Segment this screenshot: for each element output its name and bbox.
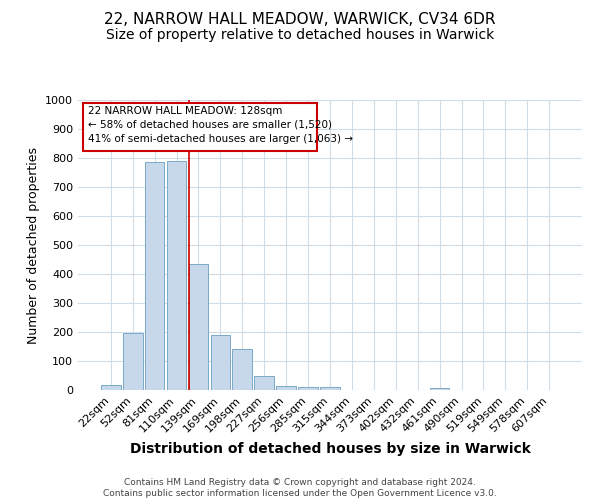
Bar <box>320 387 340 390</box>
Y-axis label: Number of detached properties: Number of detached properties <box>26 146 40 344</box>
Text: Contains HM Land Registry data © Crown copyright and database right 2024.
Contai: Contains HM Land Registry data © Crown c… <box>103 478 497 498</box>
Bar <box>101 385 121 390</box>
FancyBboxPatch shape <box>83 103 317 151</box>
Bar <box>188 264 208 390</box>
Text: 22 NARROW HALL MEADOW: 128sqm
← 58% of detached houses are smaller (1,520)
41% o: 22 NARROW HALL MEADOW: 128sqm ← 58% of d… <box>88 106 353 144</box>
Bar <box>232 350 252 390</box>
X-axis label: Distribution of detached houses by size in Warwick: Distribution of detached houses by size … <box>130 442 530 456</box>
Bar <box>430 388 449 390</box>
Bar <box>145 162 164 390</box>
Bar <box>167 161 187 390</box>
Text: Size of property relative to detached houses in Warwick: Size of property relative to detached ho… <box>106 28 494 42</box>
Bar <box>211 335 230 390</box>
Bar <box>254 376 274 390</box>
Bar <box>298 387 318 390</box>
Bar <box>123 334 143 390</box>
Bar <box>276 386 296 390</box>
Text: 22, NARROW HALL MEADOW, WARWICK, CV34 6DR: 22, NARROW HALL MEADOW, WARWICK, CV34 6D… <box>104 12 496 28</box>
